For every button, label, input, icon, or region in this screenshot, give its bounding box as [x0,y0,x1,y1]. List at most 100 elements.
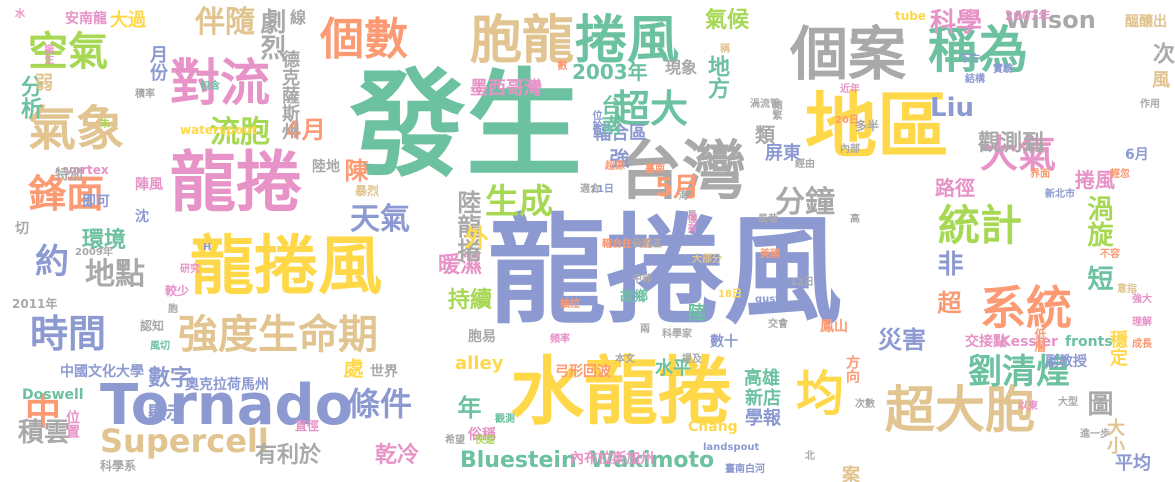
word-61: 2003年 [572,60,648,84]
word-55: 劇烈 [256,8,286,60]
word-64: alley [455,353,504,374]
word-147: 實驗 [993,64,1013,75]
word-159: 長 [687,211,697,222]
word-67: 陳 [340,158,368,182]
word-148: 多半 [855,119,880,133]
word-189: 包含 [200,81,220,92]
word-66: 外 [460,225,488,249]
word-122: tube [895,9,927,23]
word-97: 數十 [710,334,738,350]
word-150: 頻繁 [770,100,781,120]
word-3: 地區 [805,84,950,168]
word-175: 觀測 [495,414,515,425]
word-137: 意指 [1117,284,1137,295]
word-93: 現象 [665,58,698,77]
word-124: 2011年 [12,297,58,311]
word-60: 有利於 [255,443,322,468]
word-7: Tornado [100,373,354,438]
word-44: 年 [453,395,481,419]
word-196: 積率 [135,89,155,100]
word-98: 弓形回波 [555,364,611,380]
word-8: 個案 [790,20,907,88]
word-160: 大部分 [692,254,722,265]
word-157: 內部 [840,144,860,155]
word-69: 高雄 [744,368,780,389]
word-146: 下方 [960,54,980,65]
word-41: Liu [930,93,974,123]
word-78: 處 [340,358,364,378]
word-182: 陸地 [312,159,340,175]
word-123: 2007年 [1005,9,1051,23]
word-21: 時間 [30,312,107,356]
word-50: Bluestein [460,448,577,473]
word-30: 約 [35,242,69,282]
word-167: 中部 [632,274,652,285]
word-82: 6月 [1125,147,1149,163]
word-121: landspout [703,442,760,453]
word-16: 超大胞 [885,381,1035,439]
word-181: 數 [555,60,566,70]
word-163: 海 [676,190,687,200]
word-42: 積雲 [18,418,71,448]
word-19: 大氣 [980,132,1057,176]
word-161: 風巷 [758,214,778,225]
word-62: 捲風 [1075,168,1115,192]
word-153: 適合 [580,184,600,195]
word-190: H [203,242,212,253]
word-108: Kessler [1000,334,1058,350]
word-96: 水平 [655,358,691,379]
word-195: 風切 [150,341,170,352]
word-169: 科學家 [662,329,692,340]
word-110: 副教授 [1045,354,1087,370]
word-191: 研究 [180,264,200,275]
word-23: 超大 [612,87,689,131]
word-170: 兩 [640,324,650,335]
word-91: 線 [290,8,307,27]
word-103: 位置 [64,410,80,438]
word-116: 直徑 [295,419,320,433]
word-152: 稱 [720,44,730,55]
word-155: 超源 [605,161,625,172]
word-115: 俗稱 [468,427,496,443]
word-36: 渦旋 [1083,195,1113,247]
word-194: 認知 [140,319,165,333]
word-158: 經由 [795,159,815,170]
word-56: 環境 [82,228,127,253]
word-109: 交接點 [965,334,1007,350]
word-176: 快速 [475,435,495,446]
word-87: 大過 [110,10,146,31]
word-33: 伴隨 [195,5,255,40]
word-22: 鋒面 [28,172,105,216]
word-149: 近年 [840,84,860,95]
word-100: 奧克拉荷馬州 [185,377,269,393]
word-37: 中 [25,392,62,433]
word-83: 月份 [147,45,168,81]
word-139: 次數 [855,399,875,410]
word-179: 北 [805,451,815,462]
word-174: 提及 [682,354,702,365]
word-132: 進一步 [1080,429,1110,440]
word-105: 內布拉斯加州 [570,451,654,467]
word-129: 20日 [835,115,859,126]
word-85: 弱 [35,73,53,94]
word-12: 氣象 [28,101,125,157]
word-156: 臺南 [645,164,665,175]
word-178: 希望 [445,435,465,446]
word-75: 輻合區 [593,123,647,144]
word-13: 對流 [170,54,270,112]
word-162: 僅有 [685,213,696,233]
word-32: 流胞 [210,115,270,150]
word-89: 次 [1149,42,1174,64]
word-164: 高 [850,214,860,225]
word-10: 捲風 [575,11,680,71]
word-38: 5月 [655,173,700,203]
word-187: 沈 [135,209,149,225]
word-140: 低層 [1033,328,1047,352]
word-104: 切 [15,221,29,237]
word-18: 統計 [938,201,1023,250]
word-186: 即可 [82,194,110,210]
word-193: 胞 [168,304,178,315]
word-101: 中國文化大學 [60,364,144,380]
word-171: 抽拉 [560,299,580,310]
